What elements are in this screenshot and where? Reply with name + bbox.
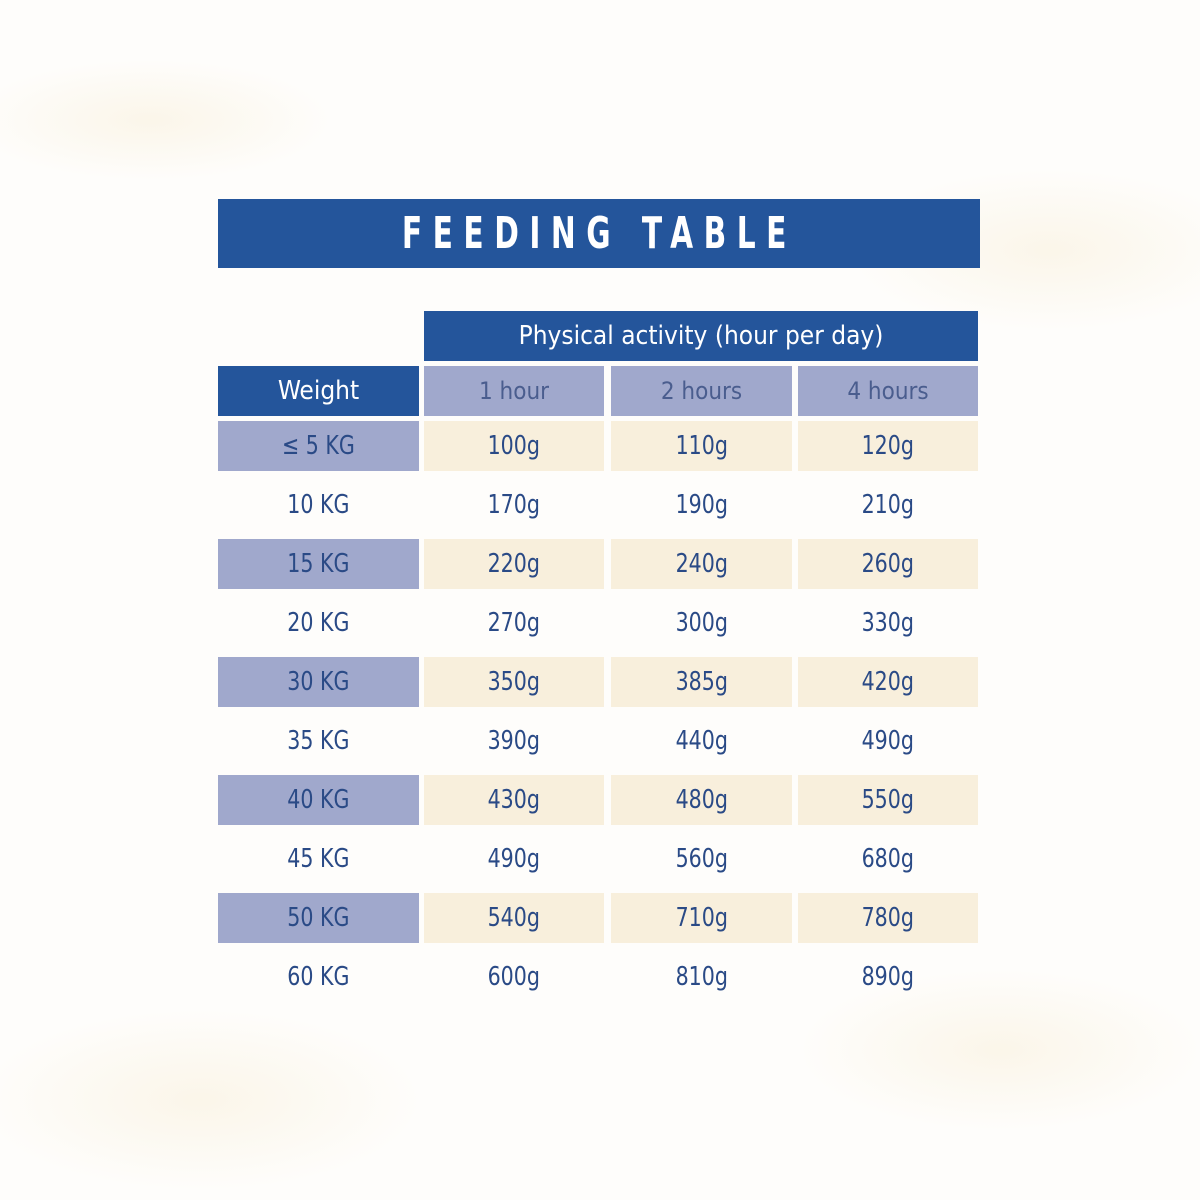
- weight-cell-text: 60 KG: [287, 962, 350, 992]
- portion-cell: 260g: [798, 539, 978, 589]
- weight-cell-text: 30 KG: [287, 667, 350, 697]
- portion-cell-text: 780g: [861, 903, 915, 933]
- portion-cell-text: 480g: [675, 785, 728, 815]
- weight-cell-text: 20 KG: [287, 608, 350, 638]
- weight-cell: 40 KG: [218, 775, 419, 825]
- portion-cell: 110g: [611, 421, 792, 471]
- portion-cell: 270g: [424, 598, 604, 648]
- weight-header-text: Weight: [277, 376, 360, 406]
- portion-cell: 210g: [798, 480, 978, 530]
- portion-cell-text: 430g: [487, 785, 541, 815]
- weight-cell: 30 KG: [218, 657, 419, 707]
- portion-cell: 300g: [611, 598, 792, 648]
- weight-cell-text: 50 KG: [287, 903, 350, 933]
- weight-cell: 35 KG: [218, 716, 419, 766]
- portion-cell: 100g: [424, 421, 604, 471]
- weight-cell-text: 40 KG: [287, 785, 350, 815]
- portion-cell-text: 270g: [487, 608, 541, 638]
- feeding-table-title: FEEDING TABLE: [218, 199, 980, 268]
- portion-cell: 780g: [798, 893, 978, 943]
- activity-header: Physical activity (hour per day): [424, 311, 978, 361]
- weight-header: Weight: [218, 366, 419, 416]
- portion-cell: 560g: [611, 834, 792, 884]
- weight-cell: 10 KG: [218, 480, 419, 530]
- portion-cell-text: 490g: [487, 844, 541, 874]
- portion-cell: 810g: [611, 952, 792, 1002]
- portion-cell-text: 210g: [861, 490, 915, 520]
- portion-cell: 430g: [424, 775, 604, 825]
- weight-cell: 20 KG: [218, 598, 419, 648]
- portion-cell: 330g: [798, 598, 978, 648]
- weight-cell-text: 10 KG: [287, 490, 350, 520]
- portion-cell-text: 550g: [861, 785, 915, 815]
- weight-cell-text: 35 KG: [287, 726, 350, 756]
- portion-cell: 220g: [424, 539, 604, 589]
- portion-cell-text: 240g: [675, 549, 728, 579]
- portion-cell-text: 190g: [675, 490, 728, 520]
- activity-column-header-text: 4 hours: [847, 377, 929, 405]
- portion-cell-text: 385g: [675, 667, 728, 697]
- portion-cell-text: 710g: [675, 903, 728, 933]
- weight-cell-text: 45 KG: [287, 844, 350, 874]
- portion-cell: 490g: [424, 834, 604, 884]
- portion-cell: 120g: [798, 421, 978, 471]
- portion-cell-text: 600g: [487, 962, 541, 992]
- weight-cell: 60 KG: [218, 952, 419, 1002]
- portion-cell-text: 100g: [487, 431, 541, 461]
- portion-cell-text: 490g: [861, 726, 915, 756]
- weight-cell: 50 KG: [218, 893, 419, 943]
- weight-cell-text: 15 KG: [287, 549, 350, 579]
- portion-cell: 890g: [798, 952, 978, 1002]
- weight-cell: 15 KG: [218, 539, 419, 589]
- portion-cell-text: 350g: [487, 667, 541, 697]
- weight-cell-text: ≤ 5 KG: [282, 431, 355, 461]
- portion-cell-text: 260g: [861, 549, 915, 579]
- portion-cell: 240g: [611, 539, 792, 589]
- portion-cell: 440g: [611, 716, 792, 766]
- portion-cell-text: 560g: [675, 844, 728, 874]
- portion-cell-text: 110g: [675, 431, 728, 461]
- portion-cell: 710g: [611, 893, 792, 943]
- portion-cell-text: 890g: [861, 962, 915, 992]
- activity-column-header: 1 hour: [424, 366, 604, 416]
- portion-cell: 385g: [611, 657, 792, 707]
- portion-cell: 170g: [424, 480, 604, 530]
- portion-cell: 190g: [611, 480, 792, 530]
- portion-cell-text: 440g: [675, 726, 728, 756]
- portion-cell-text: 390g: [487, 726, 541, 756]
- portion-cell-text: 330g: [861, 608, 915, 638]
- activity-column-header-text: 2 hours: [660, 377, 743, 405]
- portion-cell: 350g: [424, 657, 604, 707]
- portion-cell: 490g: [798, 716, 978, 766]
- portion-cell: 390g: [424, 716, 604, 766]
- portion-cell-text: 220g: [487, 549, 541, 579]
- portion-cell: 550g: [798, 775, 978, 825]
- title-text: FEEDING TABLE: [401, 208, 797, 259]
- portion-cell-text: 300g: [675, 608, 728, 638]
- portion-cell: 480g: [611, 775, 792, 825]
- activity-column-header: 2 hours: [611, 366, 792, 416]
- portion-cell-text: 540g: [487, 903, 541, 933]
- activity-column-header: 4 hours: [798, 366, 978, 416]
- portion-cell-text: 810g: [675, 962, 728, 992]
- portion-cell: 600g: [424, 952, 604, 1002]
- portion-cell-text: 120g: [861, 431, 915, 461]
- activity-column-header-text: 1 hour: [478, 377, 550, 405]
- portion-cell: 680g: [798, 834, 978, 884]
- portion-cell-text: 170g: [487, 490, 541, 520]
- portion-cell-text: 680g: [861, 844, 915, 874]
- weight-cell: 45 KG: [218, 834, 419, 884]
- portion-cell: 540g: [424, 893, 604, 943]
- weight-cell: ≤ 5 KG: [218, 421, 419, 471]
- portion-cell: 420g: [798, 657, 978, 707]
- portion-cell-text: 420g: [861, 667, 915, 697]
